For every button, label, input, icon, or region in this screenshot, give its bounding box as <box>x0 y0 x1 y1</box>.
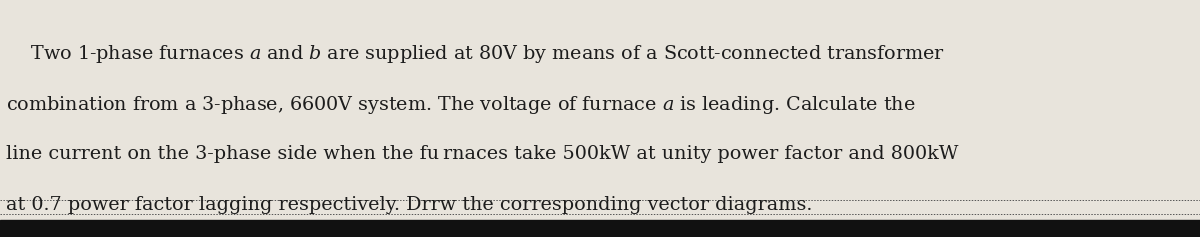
FancyBboxPatch shape <box>0 220 1200 237</box>
Text: Two 1-phase furnaces $a$ and $b$ are supplied at 80V by means of a Scott-connect: Two 1-phase furnaces $a$ and $b$ are sup… <box>6 43 946 65</box>
Text: line current on the 3-phase side when the fu rnaces take 500kW at unity power fa: line current on the 3-phase side when th… <box>6 145 959 163</box>
Text: combination from a 3-phase, 6600V system. The voltage of furnace $a$ is leading.: combination from a 3-phase, 6600V system… <box>6 94 916 116</box>
Text: at 0.7 power factor lagging respectively. Drr​w the corresponding vector diagram: at 0.7 power factor lagging respectively… <box>6 196 812 214</box>
